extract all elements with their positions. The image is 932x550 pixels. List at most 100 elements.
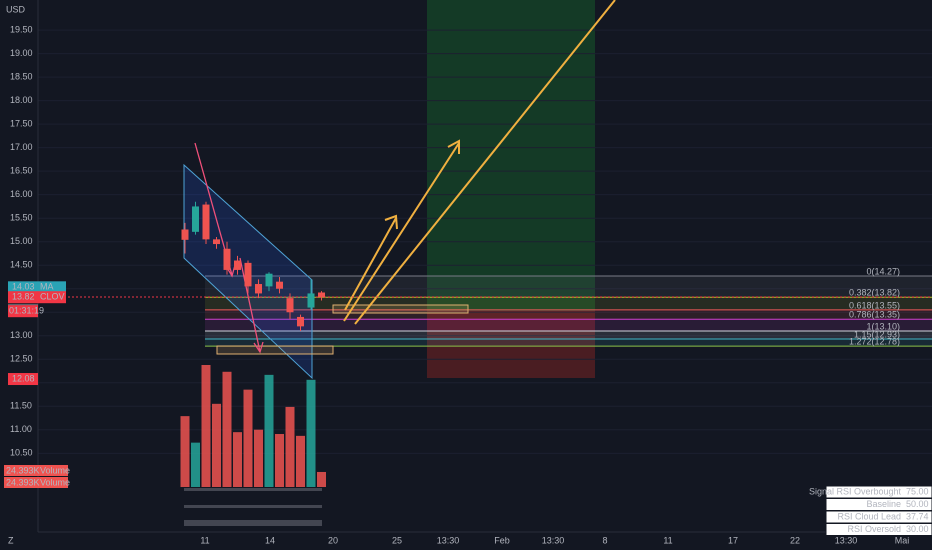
y-tick-label: 11.00: [10, 424, 32, 434]
y-tick-label: 18.50: [10, 71, 33, 81]
fib-label: 0.382(13.82): [849, 288, 900, 298]
y-tick-label: 16.50: [10, 166, 33, 176]
x-tick-label: 8: [602, 535, 607, 545]
volume-bar: [212, 403, 221, 487]
candle-body: [286, 298, 294, 313]
indicator-bar: [184, 520, 322, 526]
volume-bar: [264, 374, 274, 487]
zone-box: [332, 304, 469, 314]
indicator-bar: [184, 505, 322, 508]
volume-bar: [233, 432, 242, 487]
price-label: 12.08: [12, 373, 35, 383]
volume-bar: [222, 371, 232, 487]
axis: 19.50 19.00 18.50 18.00 17.50 17.00 16.50 16.00…: [4, 24, 932, 545]
volume-bar: [180, 416, 190, 487]
fib-label: 1.15(12.93): [854, 329, 900, 339]
table-name: Baseline: [866, 499, 901, 509]
x-tick-label: 13:30: [542, 535, 565, 545]
y-tick-label: 13.00: [10, 330, 33, 340]
axis-unit: USD: [6, 4, 26, 14]
profit-zone: [427, 0, 595, 311]
table-name: RSI Oversold: [847, 524, 901, 534]
volume-label: 24.393K: [6, 477, 40, 487]
volume-bar: [275, 434, 284, 487]
y-tick-label: 10.50: [10, 448, 33, 458]
table-value: 75.00: [906, 486, 929, 496]
zone-box: [216, 345, 334, 355]
candle-body: [255, 284, 262, 294]
x-tick-label: 13:30: [437, 535, 460, 545]
price-label: 14.03: [12, 282, 35, 292]
candle-body: [223, 248, 231, 270]
arrows: [343, 0, 616, 325]
x-tick-label: 17: [728, 535, 738, 545]
table-value: 37.74: [906, 511, 929, 521]
volume-bar: [201, 365, 211, 487]
x-tick-label: Mai: [895, 535, 910, 545]
fib-band: [205, 276, 932, 298]
y-tick-label: 19.00: [10, 48, 33, 58]
y-tick-label: 19.50: [10, 24, 33, 34]
y-tick-label: 17.00: [10, 142, 33, 152]
table-value: 50.00: [906, 499, 929, 509]
y-tick-label: 17.50: [10, 119, 33, 129]
fib-band: [205, 297, 932, 310]
volume-bar: [296, 435, 305, 487]
y-tick-label: 16.00: [10, 189, 33, 199]
price-label-bg: [8, 291, 38, 304]
price-label-name: MA: [40, 282, 54, 292]
x-tick-label: 20: [328, 535, 338, 545]
price-label-bg: [8, 281, 38, 294]
volume-bar: [243, 389, 253, 487]
fib-label: 1.272(12.78): [849, 336, 900, 346]
y-tick-label: 14.50: [10, 260, 33, 270]
volume-bar: [317, 471, 326, 487]
price-axis: [0, 0, 38, 550]
loss-zone: [427, 311, 595, 378]
fib-band: [205, 339, 932, 347]
candle-body: [234, 260, 241, 270]
volume-label-name: Volume: [40, 477, 70, 487]
scale-button[interactable]: Z: [8, 535, 14, 545]
candle-body: [297, 316, 304, 327]
price-label-name: CLOV: [40, 292, 65, 302]
volume-bar: [254, 429, 263, 487]
volume-label-name: Volume: [40, 465, 70, 475]
price-label-bg: [8, 373, 38, 386]
y-tick-label: 11.50: [10, 401, 32, 411]
volume-bar: [285, 406, 295, 487]
candle-body: [244, 262, 252, 287]
fib-label: 0.618(13.55): [849, 300, 900, 310]
y-tick-label: 12.50: [10, 354, 33, 364]
x-tick-label: 14: [265, 535, 275, 545]
timer: 01:31:19: [9, 306, 44, 316]
y-tick-label: 18.00: [10, 95, 33, 105]
x-tick-label: 11: [663, 535, 672, 545]
table-value: 30.00: [906, 524, 929, 534]
price-label: 13.82: [12, 292, 35, 302]
candle-body: [192, 206, 199, 232]
timer-bg: [8, 305, 38, 318]
volume-label-bg: [4, 477, 68, 488]
candle-body: [265, 273, 273, 287]
x-tick-label: 11: [200, 535, 209, 545]
grid: [38, 29, 932, 454]
fib-band: [205, 309, 932, 320]
price-label-name-bg: [38, 281, 66, 294]
candle-body: [213, 239, 220, 245]
x-tick-label: Feb: [494, 535, 510, 545]
y-tick-label: 15.00: [10, 236, 33, 246]
candle-body: [276, 281, 283, 289]
table-row-bg: [825, 523, 932, 536]
volume-label-bg: [4, 465, 68, 476]
fib-band: [205, 331, 932, 340]
y-tick-label: 15.50: [10, 213, 33, 223]
x-tick-label: 25: [392, 535, 402, 545]
indicator-bar: [184, 488, 322, 491]
candle-body: [318, 292, 325, 298]
fib-label: 0.786(13.35): [849, 310, 900, 320]
x-tick-label: 22: [790, 535, 800, 545]
table-name: Signal RSI Overbought: [809, 486, 902, 496]
volume-bar: [306, 379, 316, 487]
